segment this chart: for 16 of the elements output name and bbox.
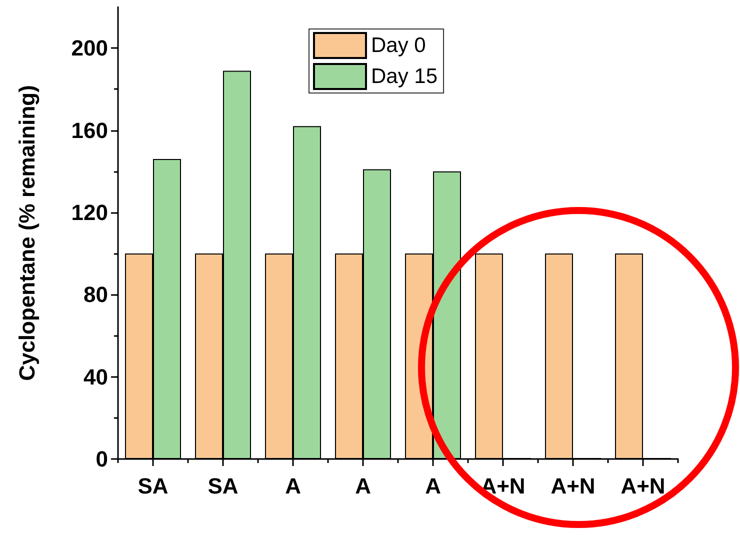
y-tick-label: 0 <box>96 446 108 472</box>
y-tick-label: 160 <box>71 118 108 143</box>
x-tick-label: A <box>425 474 442 498</box>
legend-label: Day 0 <box>371 34 426 57</box>
legend-label: Day 15 <box>371 65 438 88</box>
x-tick-label: A+N <box>620 474 666 498</box>
y-tick-label: 40 <box>84 364 108 390</box>
y-axis-title: Cyclopentane (% remaining) <box>14 85 40 381</box>
x-tick-label: SA <box>138 474 168 498</box>
y-tick-label: 200 <box>71 36 108 61</box>
y-tick-label: 120 <box>71 200 108 225</box>
x-tick-label: A <box>355 474 372 498</box>
y-tick-label: 80 <box>84 282 108 308</box>
x-tick-label: A+N <box>550 474 596 498</box>
x-tick-label: A <box>285 474 302 498</box>
x-tick-label: SA <box>208 474 238 498</box>
